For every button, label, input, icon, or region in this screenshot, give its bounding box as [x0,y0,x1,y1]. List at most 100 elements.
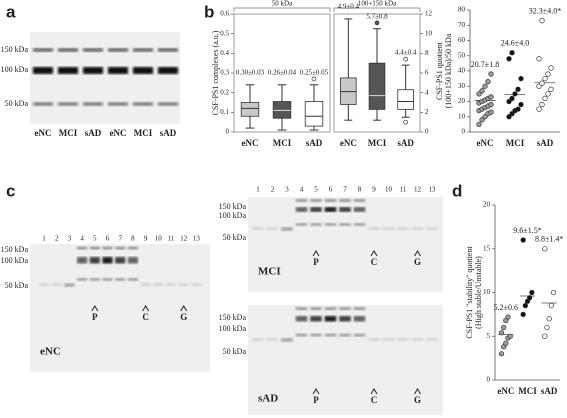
point [485,79,491,85]
band [33,67,53,74]
plot-frame [233,13,331,133]
size-marker: 100 kDa [1,65,29,74]
point [512,91,518,97]
y-tick-label: 15 [483,244,491,252]
size-marker: 150 kDa [219,202,247,211]
blot [30,244,210,372]
band [115,277,126,281]
band [108,67,128,74]
category-label: eNC [497,386,514,396]
band [295,207,308,212]
band [77,257,88,264]
fraction-marker: G [180,312,187,322]
band [89,257,100,264]
band [133,67,153,74]
y-tick-label: 0.3 [220,69,229,77]
lane-number: 13 [429,186,437,194]
lane-label: sAD [85,128,102,138]
category-label: sAD [306,138,323,148]
mean-label: 8.8±1.4* [535,235,563,244]
y-tick-label: 0.2 [220,88,229,96]
lane-number: 4 [300,186,304,194]
annotation: 4.9±0.4 [338,3,360,11]
point [505,314,511,320]
point [506,56,512,62]
axes [494,205,560,381]
point [539,101,545,108]
axes [469,10,560,133]
size-marker: 150 kDa [219,313,247,322]
band [295,316,308,322]
band [310,333,322,337]
band [77,277,88,281]
category-label: eNC [242,138,259,148]
lane-number: 4 [80,235,84,243]
fraction-marker: P [92,312,98,322]
band [158,102,178,106]
y-tick-label: 0 [462,128,466,136]
subtitle-bracket [233,7,331,12]
point [488,94,494,100]
point [529,289,535,296]
point [545,71,551,77]
point [488,71,494,77]
band [115,246,126,250]
point [550,289,557,296]
size-marker: 50 kDa [5,281,29,290]
category-label: eNC [340,138,357,148]
box [397,89,414,110]
y-tick-label: 0 [226,128,230,136]
blot [30,32,180,124]
y-tick-label: 5 [487,332,491,340]
band [295,223,308,226]
y-axis-label: CSF-PS1 complexes (a.u.) [211,30,220,115]
band [324,316,337,322]
lane-number: 5 [93,235,97,243]
band [339,316,351,322]
point [488,101,494,108]
y-tick-label: 8 [425,49,429,57]
subtitle: 50 kDa [272,0,293,8]
band [191,283,202,286]
band [266,338,279,341]
lane-label: MCI [59,128,78,138]
arrow [312,388,320,395]
band [353,223,366,226]
lane-number: 13 [193,235,201,243]
y-tick-label: 50 [458,51,466,59]
point [501,324,507,331]
lane-number: 6 [329,186,333,194]
point [544,324,550,331]
lane-number: 5 [314,186,318,194]
category-label: eNC [477,138,494,148]
y-tick-label: 30 [458,82,466,90]
lane-number: 9 [144,235,148,243]
y-tick-label: 12 [425,10,433,18]
category-label: MCI [518,386,537,396]
point [539,18,545,24]
lane-number: 12 [414,186,422,194]
lane-number: 8 [358,186,362,194]
band [382,338,395,341]
band [38,283,50,286]
y-tick-label: 4 [425,88,429,96]
category-label: MCI [368,138,387,148]
point [542,246,548,252]
point [548,302,554,309]
band [252,227,264,230]
point [542,333,548,339]
fraction-marker: C [371,257,378,267]
y-axis-label: (100+150 kDa)/50 kDa [444,33,453,108]
band [324,199,337,202]
y-tick-label: 80 [458,6,466,14]
point [536,106,542,112]
lane-number: 1 [42,235,46,243]
band [324,207,337,212]
subtitle: 100+150 kDa [358,0,397,8]
subtitle-bracket [333,7,421,12]
band [89,246,100,250]
band [295,199,308,202]
outlier [311,76,317,82]
point [509,111,515,117]
